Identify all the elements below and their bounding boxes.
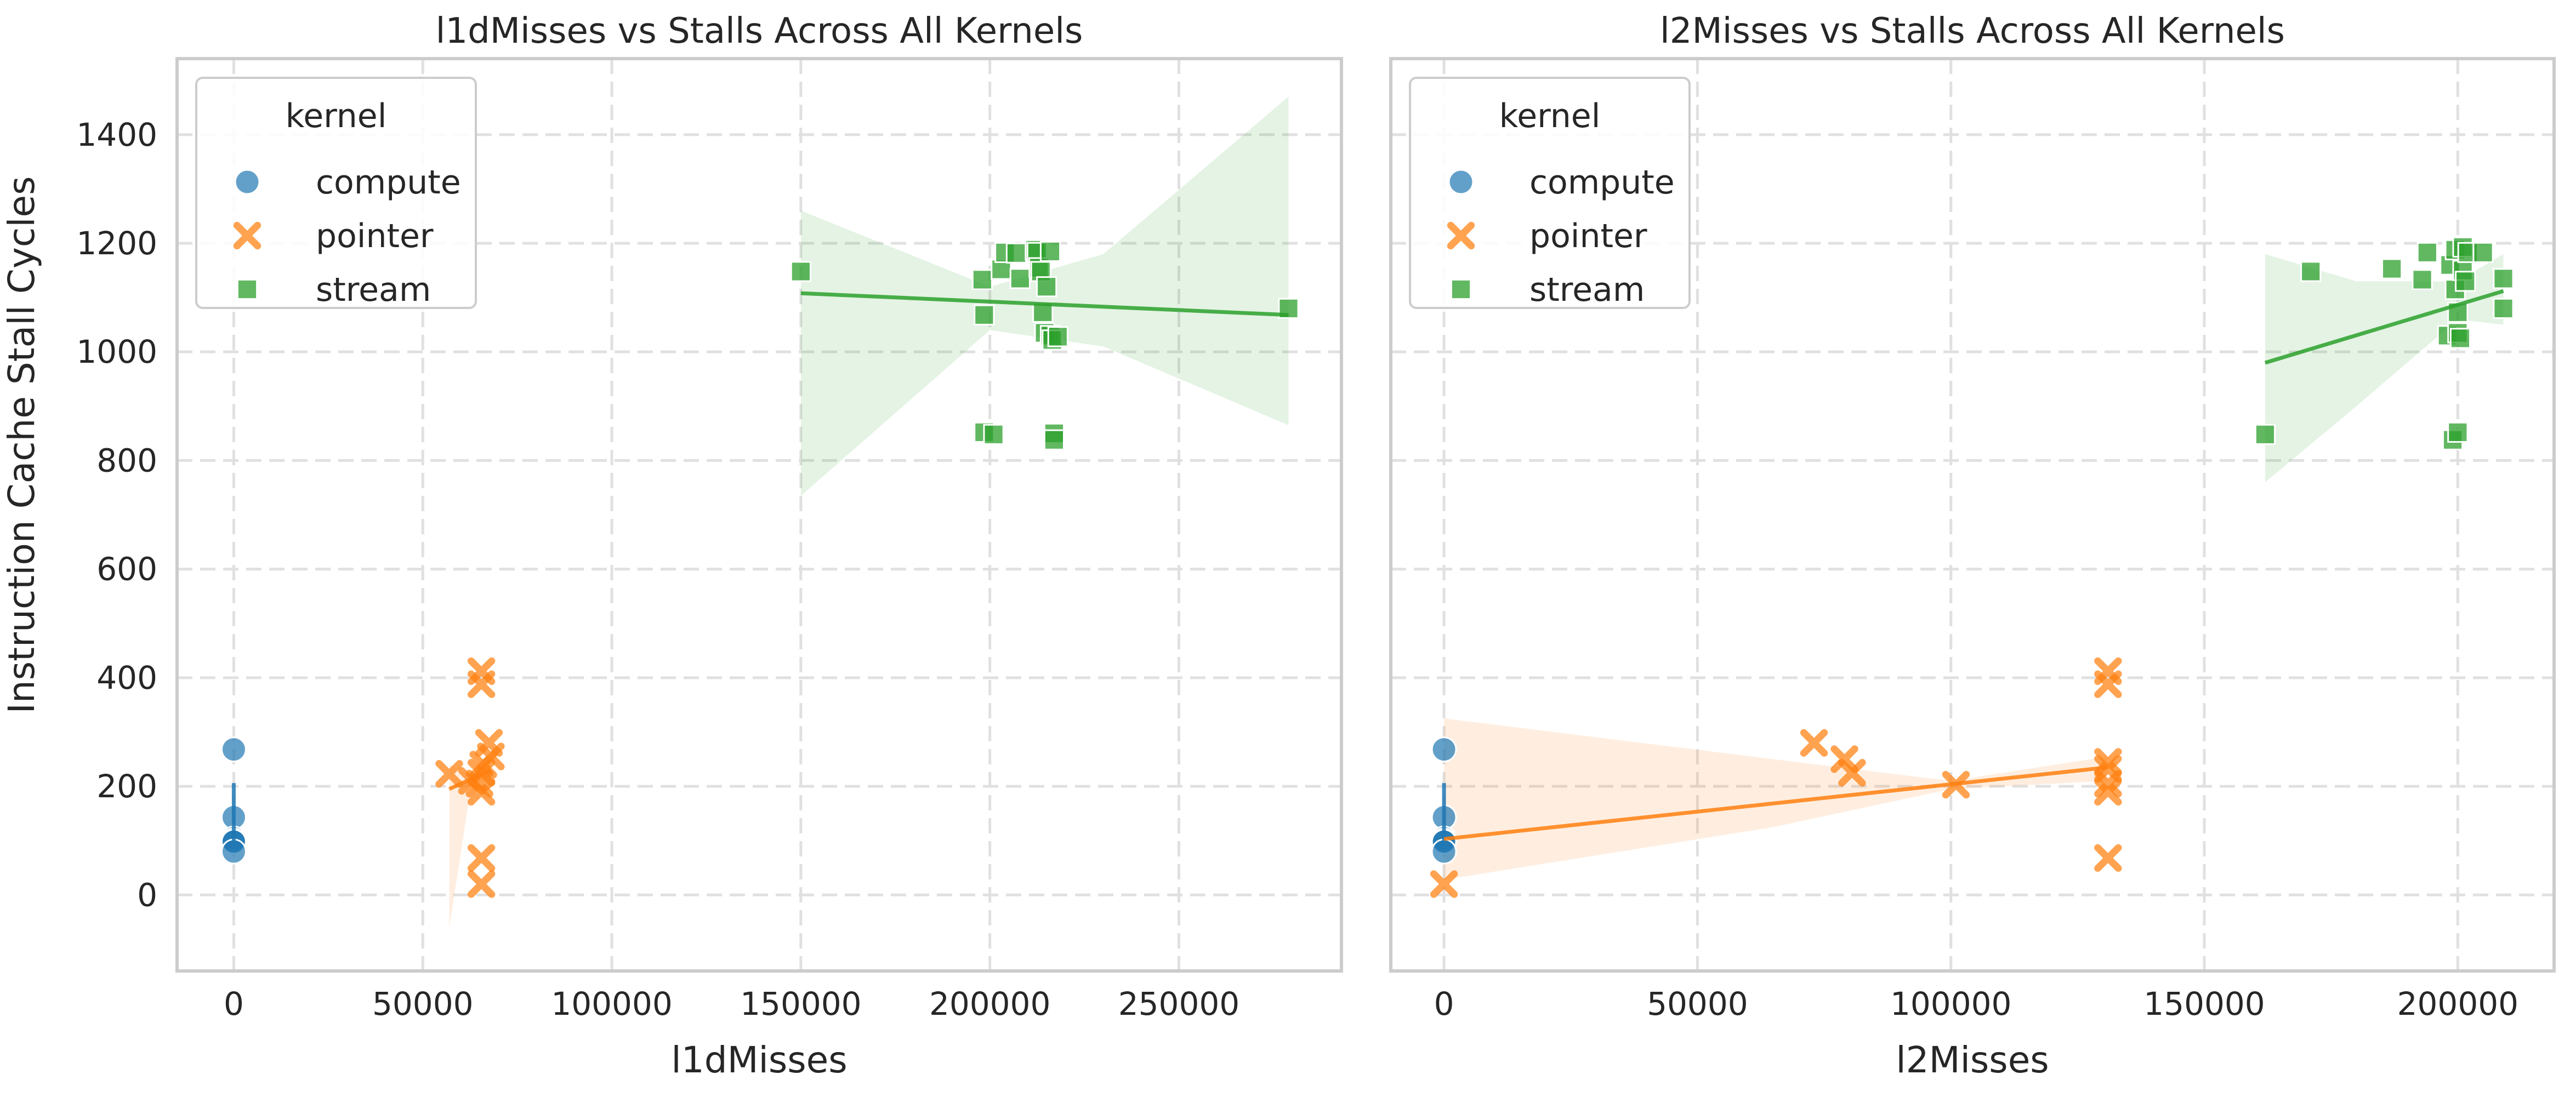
ticks-right: 0 50000 100000 150000 200000 [1434,985,2518,1022]
pointer-point [467,778,496,806]
stream-point [1005,242,1027,264]
stream-point [983,424,1004,445]
x-tick-label: 0 [1434,985,1454,1022]
stream-point [2449,328,2471,349]
chart-panel-left: l1dMisses vs Stalls Across All Kernels 0… [76,11,1343,1081]
stream-point [1043,429,1065,450]
y-tick-label: 200 [96,768,157,805]
compute-point [220,736,247,763]
stream-point [1009,268,1031,289]
stream-point [1036,276,1057,298]
stream-point [2381,258,2403,279]
pointer-point [435,760,463,788]
stream-point [2447,421,2469,443]
pointer-fit-line [448,768,492,791]
legend-label-pointer: pointer [1529,217,1647,255]
legend-label-stream: stream [316,271,431,309]
stream-point [2300,261,2322,282]
legend-label-compute: compute [1529,163,1675,202]
y-tick-label: 1000 [76,333,157,370]
x-tick-label: 150000 [2143,985,2265,1022]
stream-point [2493,298,2514,319]
pointer-fit-line [1443,765,2108,841]
legend-marker-pointer [1447,221,1475,250]
pointer-point [2094,778,2122,806]
chart-panel-right: l2Misses vs Stalls Across All Kernels 0 5… [1389,11,2556,1081]
compute-point [1431,736,1457,763]
pointer-point [467,870,496,898]
stream-fit-line [800,291,1289,317]
x-tick-label: 150000 [740,985,861,1022]
x-tick-label: 0 [224,985,244,1022]
y-axis-label: Instruction Cache Stall Cycles [1,176,43,713]
x-tick-label: 50000 [372,985,474,1022]
legend-box [195,77,477,309]
pointer-point [1430,870,1458,898]
plot-frame-right [1389,57,2556,973]
chart-title-left: l1dMisses vs Stalls Across All Kernels [436,11,1083,52]
fit-lines-left [231,291,1289,841]
compute-point [1431,838,1457,865]
pointer-point [2094,844,2122,872]
legend-marker-stream [1450,278,1472,300]
pointer-point [1838,759,1866,787]
legend-left: kernel compute pointer stream [195,77,477,309]
y-tick-label: 1200 [76,225,157,262]
legend-marker-compute [1448,169,1474,195]
ticks-left: 0 50000 100000 150000 200000 250000 0 200 400 600… [76,116,1239,1022]
plot-frame-left [175,57,1343,973]
fit-bands-left [449,96,1289,928]
fit-bands-right [1444,254,2504,880]
y-tick-label: 1400 [76,116,157,153]
y-tick-label: 600 [96,551,157,588]
x-tick-label: 100000 [551,985,672,1022]
stream-point [2472,242,2494,263]
legend-label-stream: stream [1529,271,1645,309]
stream-point [1047,326,1068,347]
legend-marker-compute [234,169,260,195]
stream-point [2455,271,2476,292]
pointer-confidence-band [1444,718,2108,880]
pointer-point [2094,769,2122,798]
stream-point [974,304,995,325]
x-tick-label: 100000 [1890,985,2011,1022]
x-tick-label: 200000 [2397,985,2518,1022]
pointer-point [467,670,496,698]
stream-point [2412,269,2433,290]
legend-box [1409,77,1691,309]
pointer-confidence-band [449,752,491,928]
legend-marker-pointer [233,221,261,250]
x-tick-label: 250000 [1118,985,1239,1022]
pointer-point [467,844,496,872]
pointer-point [2094,670,2122,698]
legend-title: kernel [286,97,387,135]
stream-point [2493,268,2514,289]
stream-point [1039,241,1061,262]
stream-point [2416,242,2438,263]
compute-point [220,838,247,865]
points-left [220,239,1299,898]
legend-title: kernel [1499,97,1601,135]
stream-point [790,261,811,282]
x-tick-label: 200000 [929,985,1050,1022]
y-tick-label: 400 [96,659,157,696]
legend-right: kernel compute pointer stream [1409,77,1691,309]
y-tick-label: 0 [137,876,157,913]
x-tick-label: 50000 [1647,985,1748,1022]
stream-point [2254,424,2276,445]
pointer-point [1800,729,1828,757]
chart-title-right: l2Misses vs Stalls Across All Kernels [1660,11,2285,52]
fit-lines-right [1442,289,2504,841]
x-axis-label-left: l1dMisses [671,1039,847,1081]
pointer-point [1830,745,1858,773]
legend-marker-stream [236,278,258,300]
x-axis-label-right: l2Misses [1896,1039,2049,1081]
stream-fit-line [2264,289,2504,365]
stream-point [971,269,993,290]
stream-confidence-band [2265,254,2504,483]
legend-label-pointer: pointer [316,217,434,255]
legend-label-compute: compute [316,163,461,202]
y-tick-label: 800 [96,442,157,479]
